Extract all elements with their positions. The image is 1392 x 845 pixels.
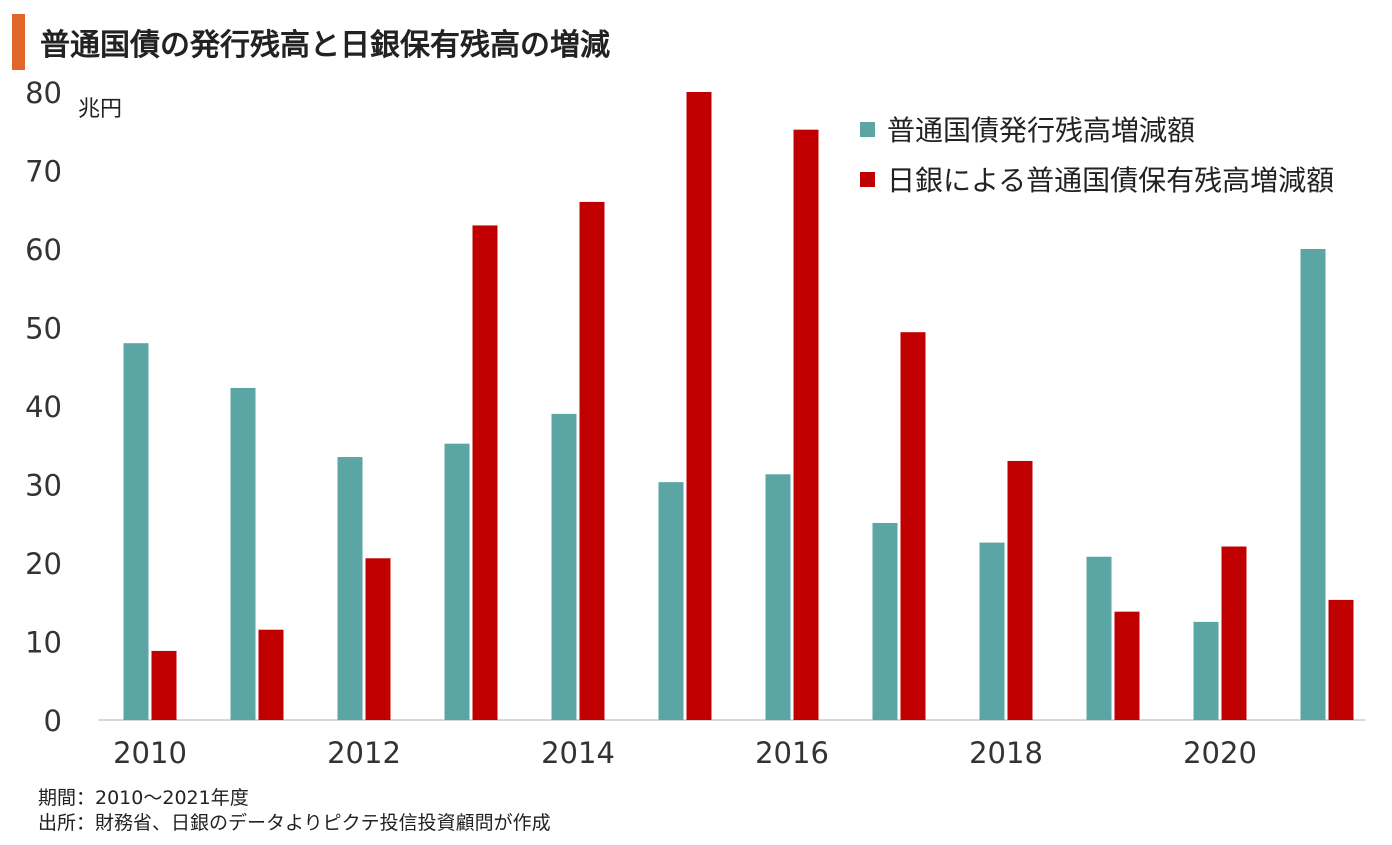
- bar-boj-2014: [579, 201, 605, 720]
- bar-boj-2012: [365, 558, 391, 720]
- legend-swatch-issuance: [860, 121, 875, 137]
- bar-issuance-2012: [337, 457, 363, 720]
- x-tick-label: 2012: [327, 736, 401, 770]
- bar-issuance-2021: [1300, 249, 1326, 720]
- bar-issuance-2015: [658, 482, 684, 720]
- legend-label-issuance: 普通国債発行残高増減額: [887, 114, 1196, 147]
- bar-boj-2011: [258, 629, 284, 720]
- bar-boj-2017: [900, 332, 926, 720]
- x-axis-ticks: 2010 2012 2014 2016 2018 2020: [113, 736, 1257, 770]
- bar-issuance-2020: [1193, 621, 1219, 720]
- bar-issuance-2013: [444, 443, 470, 720]
- y-tick-label: 50: [25, 312, 62, 346]
- bar-issuance-2011: [230, 387, 256, 720]
- bar-issuance-2016: [765, 474, 791, 720]
- footnote-source: 出所：財務省、日銀のデータよりピクテ投信投資顧問が作成: [38, 812, 551, 834]
- bar-boj-2013: [472, 225, 498, 720]
- bar-boj-2021: [1328, 599, 1354, 720]
- bar-issuance-2018: [979, 542, 1005, 720]
- footnotes: 期間：2010～2021年度 出所：財務省、日銀のデータよりピクテ投信投資顧問が…: [38, 786, 551, 836]
- title-accent-bar: [12, 14, 25, 70]
- bar-boj-2018: [1007, 460, 1033, 720]
- bar-boj-2010: [151, 650, 177, 720]
- x-tick-label: 2016: [755, 736, 829, 770]
- bar-issuance-2010: [123, 343, 149, 720]
- bar-boj-2016: [793, 129, 819, 720]
- y-axis-ticks: 0 10 20 30 40 50 60 70 80: [25, 76, 62, 738]
- footnote-period: 期間：2010～2021年度: [38, 787, 249, 809]
- bar-boj-2015: [686, 92, 712, 720]
- y-tick-label: 0: [44, 704, 62, 738]
- y-tick-label: 20: [25, 547, 62, 581]
- y-tick-label: 10: [25, 626, 62, 660]
- legend-swatch-boj: [860, 171, 875, 187]
- y-tick-label: 60: [25, 233, 62, 267]
- x-tick-label: 2020: [1183, 736, 1257, 770]
- legend: 普通国債発行残高増減額 日銀による普通国債保有残高増減額: [860, 104, 1334, 204]
- y-tick-label: 80: [25, 76, 62, 110]
- legend-item-boj: 日銀による普通国債保有残高増減額: [860, 154, 1334, 204]
- bar-issuance-2014: [551, 413, 577, 720]
- bar-boj-2020: [1221, 546, 1247, 720]
- bars: [123, 92, 1354, 720]
- bar-issuance-2017: [872, 522, 898, 720]
- x-tick-label: 2018: [969, 736, 1043, 770]
- y-tick-label: 40: [25, 390, 62, 424]
- y-axis-unit: 兆円: [78, 97, 123, 122]
- x-tick-label: 2010: [113, 736, 187, 770]
- chart-title: 普通国債の発行残高と日銀保有残高の増減: [40, 28, 610, 63]
- bar-issuance-2019: [1086, 556, 1112, 720]
- legend-label-boj: 日銀による普通国債保有残高増減額: [887, 164, 1335, 197]
- bar-boj-2019: [1114, 611, 1140, 720]
- x-tick-label: 2014: [541, 736, 615, 770]
- y-tick-label: 70: [25, 155, 62, 189]
- y-tick-label: 30: [25, 469, 62, 503]
- legend-item-issuance: 普通国債発行残高増減額: [860, 104, 1334, 154]
